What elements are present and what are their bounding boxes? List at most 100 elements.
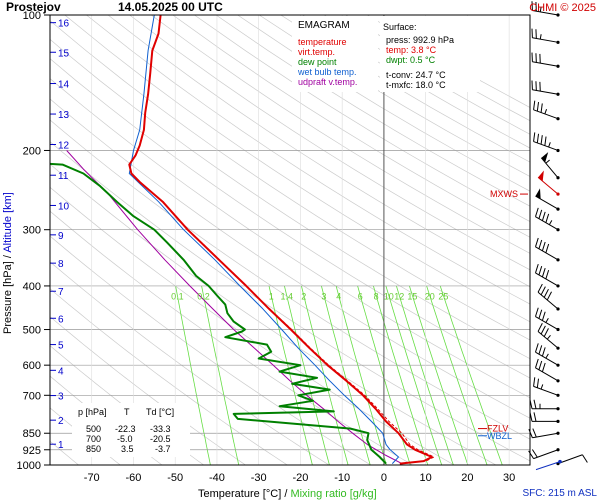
barb-feather [538, 360, 543, 370]
pressure-tick-label: 500 [23, 325, 41, 337]
barb-feather [538, 239, 543, 249]
pressure-tick-label: 850 [23, 428, 41, 440]
table-cell: -5.0 [117, 434, 133, 444]
altitude-tick-label: 8 [58, 259, 64, 270]
altitude-tick-label: 5 [58, 341, 64, 352]
x-tick-label: -70 [84, 472, 100, 484]
x-tick-label: -60 [126, 472, 142, 484]
altitude-tick-label: 15 [58, 48, 70, 59]
legend-item: dew point [298, 57, 337, 67]
wind-barbs [528, 1, 588, 471]
barb-staff [537, 331, 559, 349]
wind-barb [529, 412, 560, 423]
x-tick-label: -40 [209, 472, 225, 484]
barb-half-feather [539, 6, 542, 12]
barb-feather [537, 283, 543, 293]
pressure-tick-label: 400 [23, 281, 41, 293]
barb-half-feather [548, 142, 551, 148]
barb-pennant [535, 188, 541, 200]
barb-feather [536, 101, 540, 112]
barb-feather [533, 399, 537, 409]
table-cell: 850 [86, 444, 101, 454]
x-tick-label: 0 [381, 472, 387, 484]
table-cell: -20.5 [150, 434, 171, 444]
barb-station [556, 363, 560, 367]
dry-adiabat-line [172, 15, 530, 238]
barb-station [556, 40, 560, 44]
barb-station [556, 176, 560, 180]
barb-pennant [541, 152, 549, 163]
barb-half-feather [540, 384, 544, 390]
barb-half-feather [545, 159, 550, 164]
pressure-tick-label: 600 [23, 360, 41, 372]
dry-adiabat-line [50, 119, 530, 440]
barb-feather [541, 347, 546, 357]
wind-barb [531, 52, 560, 68]
barb-feather [582, 454, 588, 463]
altitude-tick-label: 13 [58, 110, 70, 121]
table-header-pressure: p [hPa] [78, 407, 107, 417]
barb-half-feather [548, 220, 553, 225]
mixing-ratio-line [373, 285, 429, 465]
plot-frame [49, 14, 531, 466]
mixing-ratio-label: 4 [336, 291, 341, 301]
altitude-tick-label: 4 [58, 366, 64, 377]
wind-barb [531, 1, 560, 17]
barb-staff [535, 216, 559, 231]
barb-staff [535, 272, 559, 287]
x-label-temperature: Temperature [°C] [198, 488, 281, 500]
altitude-tick-label: 3 [58, 392, 64, 403]
barb-feather [535, 237, 539, 247]
barb-staff [557, 454, 583, 465]
barb-feather [535, 343, 539, 353]
barb-feather [543, 288, 549, 298]
barb-staff [533, 109, 559, 120]
altitude-tick-label: 16 [58, 19, 70, 30]
legend-item: virt.temp. [298, 47, 335, 57]
surface-temperature: temp: 3.8 °C [386, 45, 437, 55]
mixing-ratio-label: 1 [269, 291, 274, 301]
wind-barb [533, 100, 560, 121]
barb-station [556, 207, 560, 211]
legend: EMAGRAM temperature virt.temp. dew point… [292, 16, 378, 92]
barb-station [556, 64, 560, 68]
barb-feather [528, 429, 533, 438]
mixing-ratio-label: 10 [384, 291, 394, 301]
barb-staff [532, 61, 559, 67]
wind-barb [529, 399, 560, 411]
table-cell: 3.5 [121, 444, 134, 454]
wind-barb [535, 307, 560, 332]
surface-wind-dot [558, 459, 562, 464]
dry-adiabat-line [194, 15, 530, 222]
altitude-tick-label: 2 [58, 416, 64, 427]
table-cell: 500 [86, 424, 101, 434]
wind-barb [540, 152, 560, 180]
altitude-tick-label: 6 [58, 314, 64, 325]
barb-feather [544, 136, 547, 146]
wind-barb [535, 263, 560, 288]
y-label-pressure: Pressure [hPa] [2, 261, 14, 334]
dry-adiabat-line [86, 15, 530, 305]
barb-station [556, 148, 560, 153]
wind-barb [528, 428, 560, 439]
barb-feather [538, 345, 543, 355]
surface-title: Surface: [383, 22, 417, 32]
wind-barb [531, 28, 560, 44]
mixing-ratio-line [385, 285, 443, 465]
axes: 0.1 0.2 1 1.4 2 3 4 6 8 10 12 15 20 25-70 -60 -50 -40 -30… [17, 10, 516, 484]
barb-station [556, 307, 560, 311]
legend-item: temperature [298, 37, 347, 47]
barb-feather [540, 286, 546, 296]
barb-staff [537, 291, 559, 310]
barb-feather [538, 309, 543, 319]
pressure-tick-label: 700 [23, 390, 41, 402]
table-header-temperature: T [124, 407, 130, 417]
barb-station [556, 346, 560, 350]
copyright: CHMI © 2025 [529, 2, 596, 14]
barb-staff [535, 195, 559, 210]
barb-staff [535, 367, 559, 382]
barb-staff [532, 37, 559, 43]
surface-background [380, 16, 480, 92]
barb-staff [533, 449, 559, 460]
